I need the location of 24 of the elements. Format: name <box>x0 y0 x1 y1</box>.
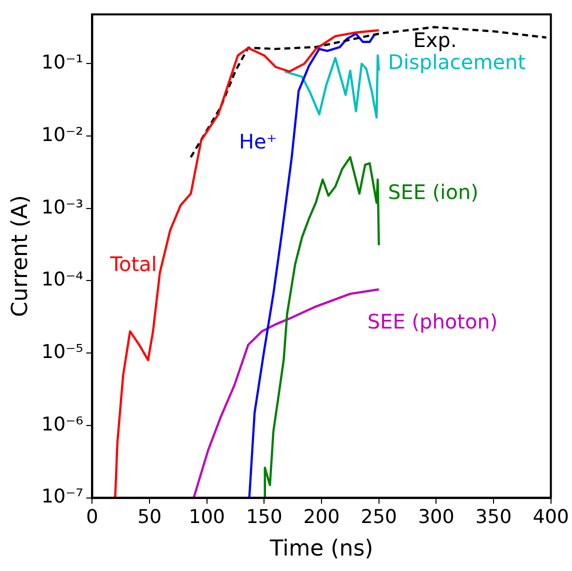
series-label: Exp. <box>413 28 457 52</box>
series-label: Total <box>109 252 157 276</box>
series-label: He⁺ <box>238 129 277 154</box>
series-label: SEE (ion) <box>388 180 478 204</box>
x-tick-label: 0 <box>86 506 98 528</box>
y-axis-title: Current (A) <box>8 195 33 318</box>
x-tick-label: 350 <box>475 506 512 528</box>
x-tick-label: 200 <box>303 506 340 528</box>
y-tick-label: 10⁻¹ <box>41 52 84 74</box>
line-series <box>190 26 548 158</box>
x-tick-label: 400 <box>532 506 569 528</box>
x-axis-title: Time (ns) <box>268 536 374 562</box>
y-tick-label: 10⁻⁵ <box>41 341 84 364</box>
y-tick-label: 10⁻³ <box>41 196 84 218</box>
y-tick-label: 10⁻² <box>41 124 84 146</box>
x-tick-label: 150 <box>246 506 282 528</box>
x-tick-label: 100 <box>188 506 226 528</box>
x-tick-label: 300 <box>418 506 454 528</box>
x-tick-label: 250 <box>360 506 398 528</box>
x-tick-label: 50 <box>137 506 162 528</box>
series-label: SEE (photon) <box>367 309 498 334</box>
y-tick-label: 10⁻⁷ <box>41 486 84 508</box>
y-tick-label: 10⁻⁴ <box>41 268 84 291</box>
y-tick-label: 10⁻⁶ <box>41 413 84 436</box>
